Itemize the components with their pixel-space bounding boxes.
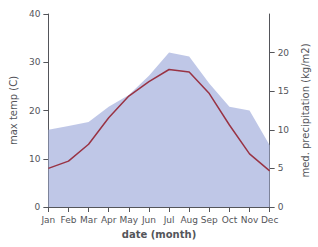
svg-text:15: 15 [278,86,289,96]
svg-text:Sep: Sep [201,215,218,225]
svg-text:May: May [120,215,139,225]
svg-text:Jul: Jul [163,215,175,225]
svg-text:date (month): date (month) [122,229,196,240]
svg-text:Apr: Apr [101,215,117,225]
svg-text:Aug: Aug [180,215,198,225]
svg-text:Feb: Feb [61,215,77,225]
svg-text:5: 5 [278,163,284,173]
svg-text:Mar: Mar [80,215,97,225]
svg-text:40: 40 [29,9,41,19]
svg-text:max temp (C): max temp (C) [8,76,19,145]
svg-text:0: 0 [35,202,41,212]
svg-text:Dec: Dec [261,215,278,225]
svg-text:20: 20 [278,48,290,58]
svg-text:30: 30 [29,57,41,67]
svg-text:med. precipitation (kg/m2): med. precipitation (kg/m2) [300,43,311,177]
svg-text:10: 10 [29,154,41,164]
svg-text:Nov: Nov [241,215,259,225]
svg-text:20: 20 [29,106,41,116]
svg-text:10: 10 [278,125,290,135]
svg-text:0: 0 [278,202,284,212]
svg-text:Jan: Jan [40,215,55,225]
svg-text:Jun: Jun [141,215,156,225]
svg-text:Oct: Oct [222,215,238,225]
